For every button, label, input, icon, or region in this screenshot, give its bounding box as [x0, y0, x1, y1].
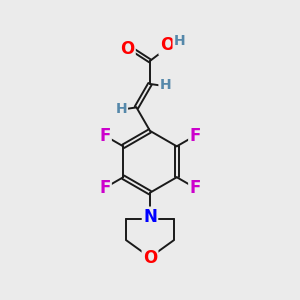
Text: F: F — [99, 179, 111, 197]
Text: F: F — [99, 127, 111, 145]
Text: O: O — [143, 249, 157, 267]
Text: O: O — [120, 40, 134, 58]
Text: H: H — [115, 102, 127, 116]
Text: F: F — [189, 127, 201, 145]
Text: F: F — [189, 179, 201, 197]
Text: H: H — [160, 78, 171, 92]
Text: N: N — [143, 208, 157, 226]
Text: H: H — [174, 34, 185, 48]
Text: O: O — [160, 36, 174, 54]
